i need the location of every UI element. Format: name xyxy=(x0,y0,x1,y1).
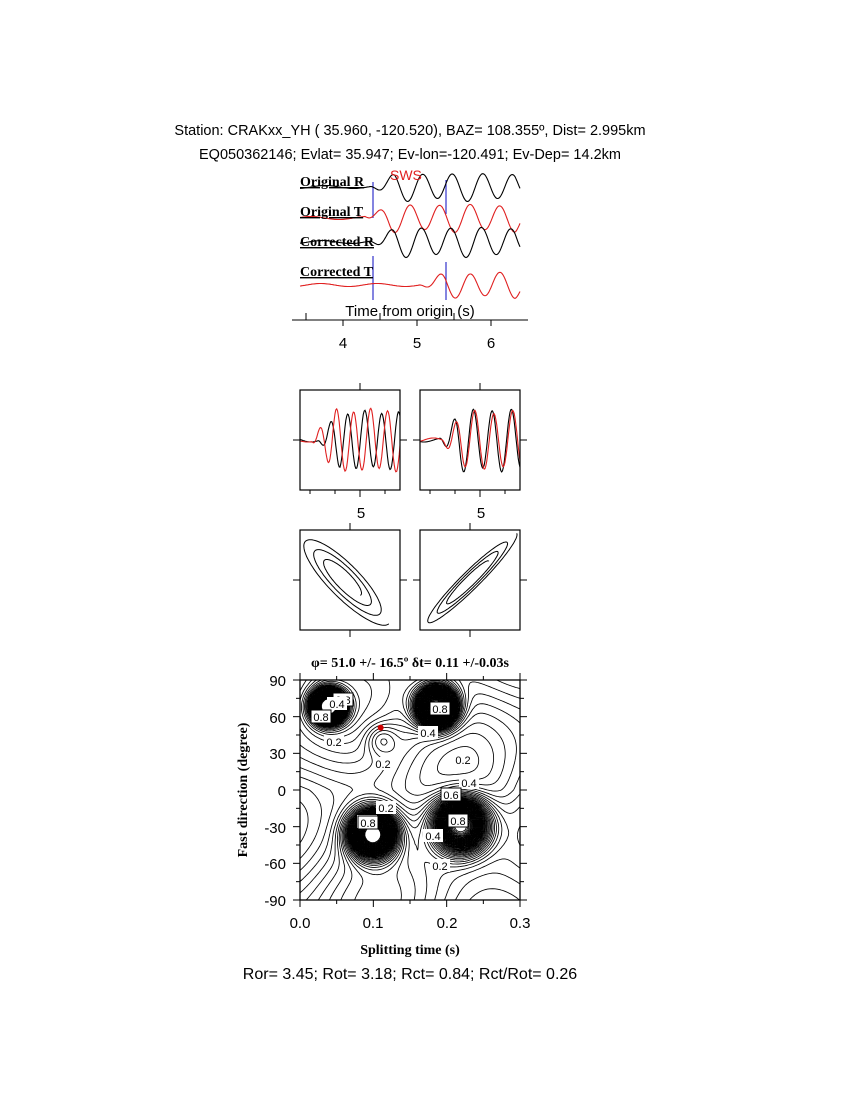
contour-label-box xyxy=(447,813,469,828)
ytick-30: 30 xyxy=(269,746,286,763)
waveform-corrected-t xyxy=(420,409,520,470)
time-tick-5: 5 xyxy=(413,335,421,352)
contour-label: 0.2 xyxy=(378,803,393,815)
xtick-2: 0.2 xyxy=(437,915,458,932)
contour-label: 0.2 xyxy=(432,861,447,873)
contour-label: 0.4 xyxy=(420,728,435,740)
header-station: Station: CRAKxx_YH ( 35.960, -120.520), … xyxy=(174,123,645,139)
label-corrected-t: Corrected T xyxy=(300,265,374,280)
waveform-original-tick: 5 xyxy=(357,505,365,522)
contour-label: 0.8 xyxy=(432,704,447,716)
ytick-60: 60 xyxy=(269,710,286,727)
grid-search-title: φ= 51.0 +/- 16.5º δt= 0.11 +/-0.03s xyxy=(311,656,510,671)
contour-label: 0.4 xyxy=(461,778,476,790)
ytick-neg90: -90 xyxy=(264,893,286,910)
ytick-90: 90 xyxy=(269,673,286,690)
header-event: EQ050362146; Evlat= 35.947; Ev-lon=-120.… xyxy=(199,147,621,163)
waveform-corrected-r xyxy=(420,408,520,473)
waveform-original-r xyxy=(300,409,400,471)
trace-corrected-t xyxy=(299,271,521,300)
contour-label-box xyxy=(430,859,450,872)
grid-search-xlabel: Splitting time (s) xyxy=(360,943,460,958)
contour-label-box xyxy=(324,735,344,748)
xtick-1: 0.1 xyxy=(363,915,384,932)
grid-search-ticks xyxy=(293,673,527,907)
ytick-neg30: -30 xyxy=(264,820,286,837)
contour-label-box xyxy=(453,753,473,766)
ratio-summary: Ror= 3.45; Rot= 3.18; Rct= 0.84; Rct/Rot… xyxy=(243,966,578,983)
trace-panel: Original R Original T Corrected R Correc… xyxy=(292,167,528,352)
particle-motion-corrected xyxy=(413,523,527,637)
contour-label-box xyxy=(440,787,462,802)
waveform-original-t xyxy=(300,407,400,473)
time-tick-4: 4 xyxy=(339,335,347,352)
contour-label-box xyxy=(373,757,393,770)
particle-motion-original-frame xyxy=(299,529,401,631)
contour-label: 0.8 xyxy=(450,816,465,828)
contour-label: 0.6 xyxy=(443,790,458,802)
grid-search-ylabel: Fast direction (degree) xyxy=(236,722,251,857)
sws-label: SWS xyxy=(390,167,422,183)
contour-label-box xyxy=(429,701,451,716)
contour-labels: 0.80.40.80.20.80.40.20.20.20.40.80.40.60… xyxy=(310,692,479,873)
xtick-0: 0.0 xyxy=(290,915,311,932)
ytick-0: 0 xyxy=(278,783,286,800)
particle-motion-original-path xyxy=(303,539,390,626)
xtick-3: 0.3 xyxy=(510,915,531,932)
waveform-panel-original: 5 xyxy=(293,383,407,522)
label-original-t: Original T xyxy=(300,205,364,220)
particle-motion-corrected-frame xyxy=(419,529,521,631)
contour-label-box xyxy=(310,709,332,724)
waveform-corrected-tick: 5 xyxy=(477,505,485,522)
contour-label: 0.4 xyxy=(329,699,344,711)
contour-label-box xyxy=(459,776,479,789)
time-axis-ticks xyxy=(305,313,492,326)
time-axis-label: Time from origin (s) xyxy=(345,303,474,320)
contour-label-box xyxy=(418,726,438,739)
contour-label: 0.8 xyxy=(313,712,328,724)
contour-lines xyxy=(300,680,520,900)
particle-motion-corrected-path xyxy=(427,533,518,624)
trace-corrected-r xyxy=(299,226,521,259)
label-corrected-r: Corrected R xyxy=(300,235,375,250)
trace-original-r xyxy=(299,173,521,202)
contour-label-box xyxy=(423,829,443,842)
contour-label: 0.4 xyxy=(425,831,440,843)
waveform-panel-corrected: 5 xyxy=(413,383,527,522)
time-tick-6: 6 xyxy=(487,335,495,352)
contour-label: 0.8 xyxy=(360,818,375,830)
ytick-neg60: -60 xyxy=(264,856,286,873)
best-fit-marker xyxy=(377,724,384,731)
label-original-r: Original R xyxy=(300,175,365,190)
grid-search-panel: φ= 51.0 +/- 16.5º δt= 0.11 +/-0.03s 0.80… xyxy=(236,656,530,958)
contour-label: 0.2 xyxy=(375,759,390,771)
contour-label-box xyxy=(376,801,396,814)
contour-label: 0.2 xyxy=(455,755,470,767)
contour-path xyxy=(300,680,520,900)
contour-label-box xyxy=(327,697,347,710)
contour-label-box xyxy=(357,815,379,830)
contour-label: 0.2 xyxy=(326,737,341,749)
particle-motion-original xyxy=(293,523,407,637)
